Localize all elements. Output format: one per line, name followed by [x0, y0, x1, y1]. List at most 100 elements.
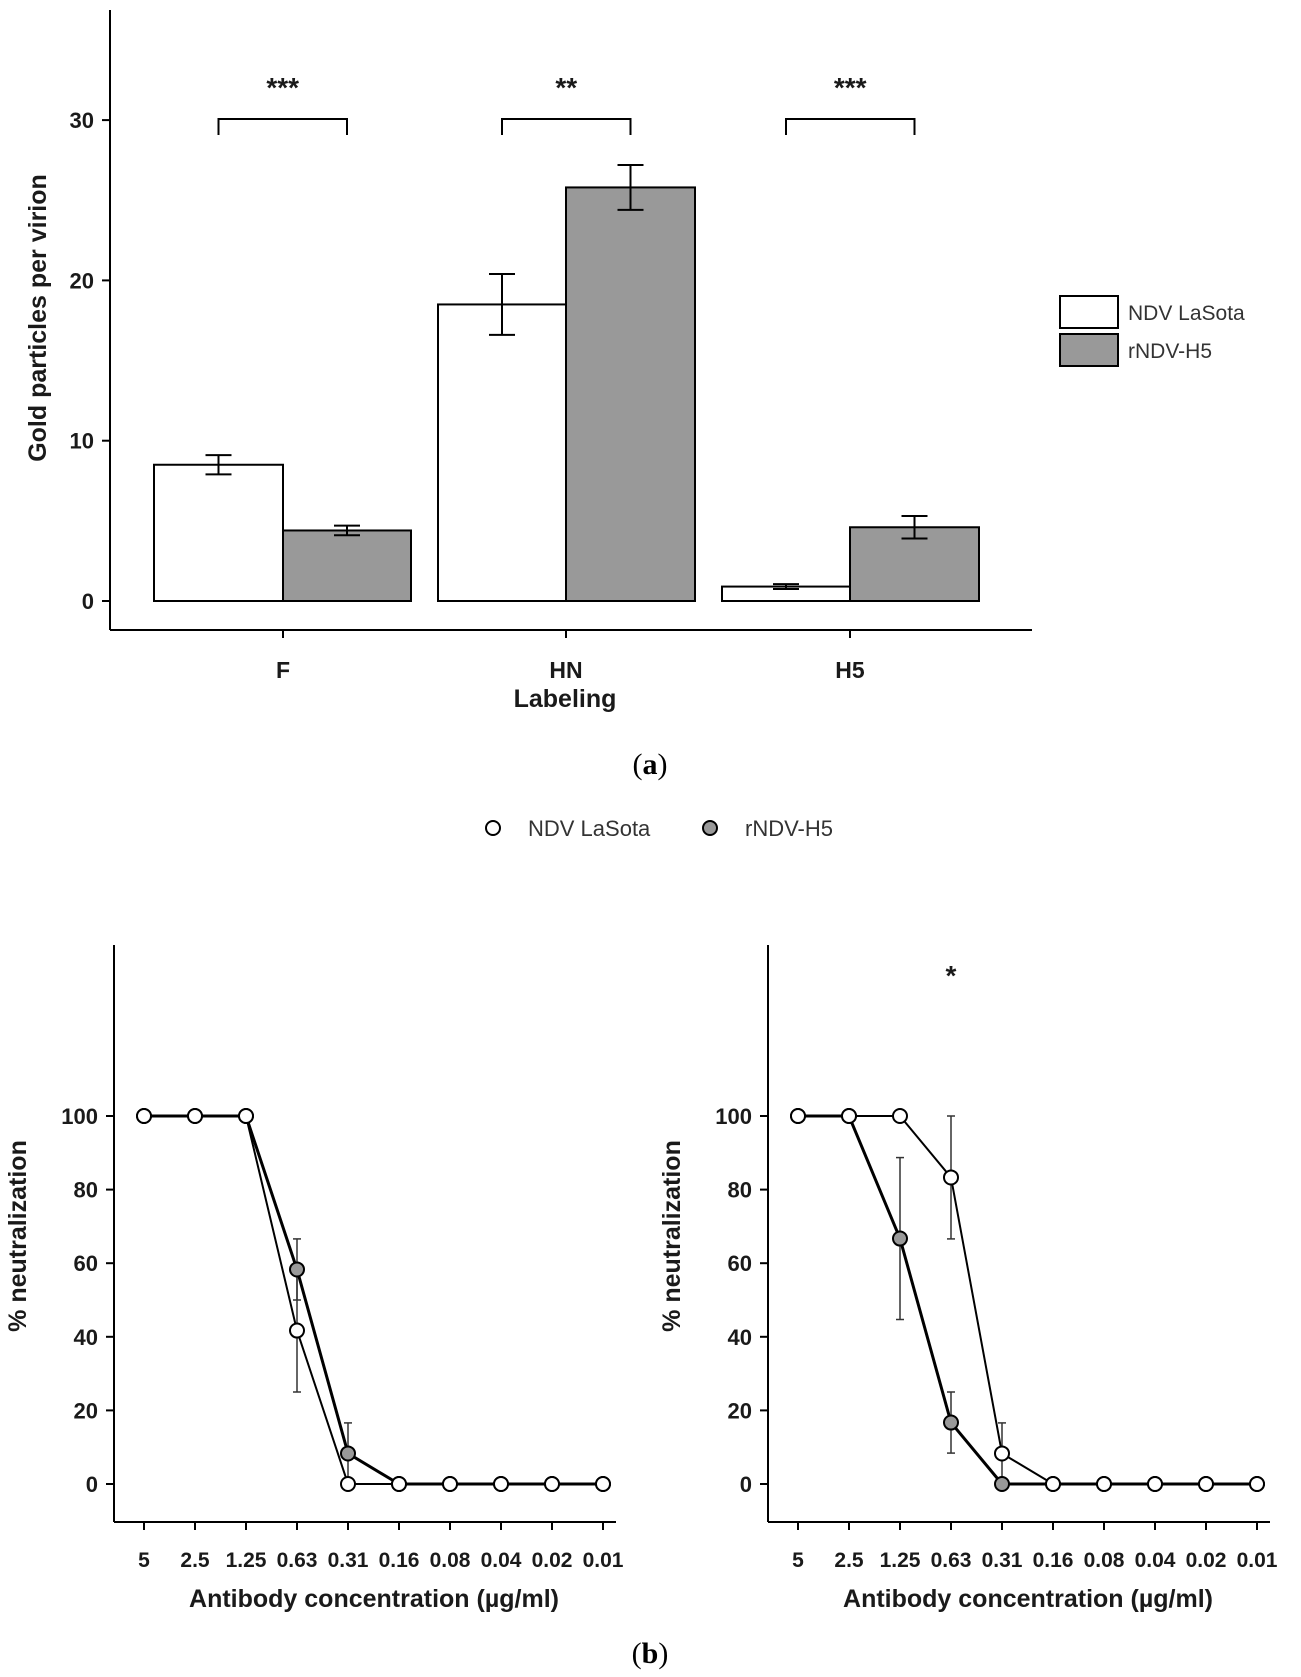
significance-bracket-f: [217, 118, 348, 135]
x-tick-label-5: 5: [138, 1549, 150, 1572]
data-point-ndv-lasota: [892, 1108, 908, 1124]
data-point-ndv-lasota: [1045, 1476, 1061, 1492]
y-tick-label: 10: [70, 429, 94, 454]
legend-marker-ndv-lasota: [485, 820, 501, 836]
x-axis-title: Antibody concentration (µg/ml): [189, 1585, 559, 1613]
significance-bracket-h5: [785, 118, 916, 135]
x-tick-label-0-63: 0.63: [931, 1549, 972, 1572]
legend-label-ndv-lasota: NDV LaSota: [528, 816, 651, 841]
data-point-ndv-lasota: [1198, 1476, 1214, 1492]
y-tick-label: 60: [74, 1251, 98, 1276]
y-tick-label: 20: [70, 268, 94, 293]
bar-rndv-h5-h5: [849, 526, 980, 603]
y-tick-label: 0: [740, 1472, 752, 1497]
significance-stars-hn: **: [555, 72, 577, 103]
legend-panel-b: NDV LaSota rNDV-H5: [485, 816, 833, 841]
legend-swatch-ndv-lasota: [1059, 295, 1119, 329]
x-tick-label-hn: HN: [549, 657, 582, 683]
series-line-rndv-h5: [144, 1114, 603, 1486]
line-chart-neutralization-right: 0 20 40 60 80 100 5 2.5 1.25 0.63 0.31 0.16 0.08 0.04…: [658, 945, 1278, 1613]
bar-ndv-lasota-f: [153, 463, 284, 602]
data-point-ndv-lasota: [841, 1108, 857, 1124]
x-tick-label-0-02: 0.02: [1186, 1549, 1227, 1572]
panel-label-a: (a): [633, 748, 668, 781]
x-tick-label-0-08: 0.08: [430, 1549, 471, 1572]
significance-stars-f: ***: [266, 72, 299, 103]
x-tick-label-5: 5: [792, 1549, 804, 1572]
x-axis-title: Labeling: [514, 685, 617, 713]
x-tick-label-0-04: 0.04: [481, 1549, 522, 1572]
data-point-ndv-lasota: [289, 1322, 305, 1339]
data-point-ndv-lasota: [1249, 1476, 1265, 1492]
legend-marker-rndv-h5: [702, 820, 718, 836]
bar-ndv-lasota-hn: [437, 303, 567, 602]
data-point-ndv-lasota: [994, 1445, 1010, 1462]
y-tick-label: 20: [74, 1398, 98, 1423]
x-tick-label-0-04: 0.04: [1135, 1549, 1176, 1572]
data-point-ndv-lasota: [340, 1476, 356, 1492]
y-tick-label: 0: [82, 589, 94, 614]
x-tick-label-0-08: 0.08: [1084, 1549, 1125, 1572]
data-point-ndv-lasota: [1096, 1476, 1112, 1492]
line-chart-neutralization-left: 0 20 40 60 80 100 5 2.5 1.25 0.63 0.31 0.16 0.08 0.04…: [4, 945, 624, 1613]
legend-swatch-rndv-h5: [1059, 333, 1119, 367]
x-tick-label-0-16: 0.16: [1033, 1549, 1074, 1572]
significance-stars-h5: ***: [834, 72, 867, 103]
bar-rndv-h5-hn: [565, 186, 696, 602]
data-point-ndv-lasota: [790, 1108, 806, 1124]
series-line-ndv-lasota: [798, 1115, 1257, 1485]
x-tick-label-1-25: 1.25: [226, 1549, 267, 1572]
data-point-ndv-lasota: [187, 1108, 203, 1124]
data-point-ndv-lasota: [544, 1476, 560, 1492]
y-tick-label: 100: [715, 1104, 752, 1129]
x-tick-label-0-31: 0.31: [328, 1549, 369, 1572]
data-point-ndv-lasota: [238, 1108, 254, 1124]
x-tick-label-2-5: 2.5: [180, 1549, 210, 1572]
data-point-rndv-h5: [943, 1414, 959, 1431]
significance-star: *: [946, 960, 957, 991]
data-point-ndv-lasota: [1147, 1476, 1163, 1492]
y-axis-title: % neutralization: [658, 1140, 686, 1332]
y-axis-title: % neutralization: [4, 1140, 32, 1332]
series-line-rndv-h5: [798, 1114, 1257, 1486]
legend-panel-a: NDV LaSota rNDV-H5: [1059, 295, 1245, 367]
significance-bracket-hn: [501, 118, 632, 135]
data-point-rndv-h5: [994, 1476, 1010, 1492]
data-point-ndv-lasota: [136, 1108, 152, 1124]
y-axis-title: Gold particles per virion: [24, 174, 52, 462]
data-point-rndv-h5: [289, 1261, 305, 1278]
legend-label-ndv-lasota: NDV LaSota: [1128, 302, 1245, 325]
bar-rndv-h5-f: [282, 529, 412, 603]
y-tick-label: 100: [61, 1104, 98, 1129]
data-point-rndv-h5: [892, 1230, 908, 1247]
x-tick-label-0-01: 0.01: [583, 1549, 624, 1572]
x-tick-label-h5: H5: [835, 657, 865, 683]
x-tick-label-0-02: 0.02: [532, 1549, 573, 1572]
data-point-ndv-lasota: [943, 1169, 959, 1186]
x-tick-label-f: F: [276, 657, 290, 683]
y-tick-label: 40: [74, 1325, 98, 1350]
series-line-ndv-lasota: [144, 1115, 603, 1485]
y-tick-label: 0: [86, 1472, 98, 1497]
y-tick-label: 80: [74, 1178, 98, 1203]
x-axis-title: Antibody concentration (µg/ml): [843, 1585, 1213, 1613]
x-tick-label-1-25: 1.25: [880, 1549, 921, 1572]
y-tick-label: 80: [728, 1178, 752, 1203]
y-tick-label: 60: [728, 1251, 752, 1276]
x-tick-label-0-31: 0.31: [982, 1549, 1023, 1572]
x-tick-label-0-16: 0.16: [379, 1549, 420, 1572]
x-tick-label-0-01: 0.01: [1237, 1549, 1278, 1572]
data-point-ndv-lasota: [442, 1476, 458, 1492]
y-tick-label: 30: [70, 108, 94, 133]
x-tick-label-0-63: 0.63: [277, 1549, 318, 1572]
y-tick-label: 20: [728, 1398, 752, 1423]
data-point-ndv-lasota: [493, 1476, 509, 1492]
data-point-ndv-lasota: [595, 1476, 611, 1492]
legend-label-rndv-h5: rNDV-H5: [1128, 340, 1212, 363]
y-tick-label: 40: [728, 1325, 752, 1350]
data-point-rndv-h5: [340, 1445, 356, 1462]
data-point-ndv-lasota: [391, 1476, 407, 1492]
panel-label-b: (b): [632, 1637, 669, 1670]
bar-chart-gold-particles: 0 10 20 30 F *** HN ** H5 *** Labeling Gold particl…: [24, 10, 1032, 713]
